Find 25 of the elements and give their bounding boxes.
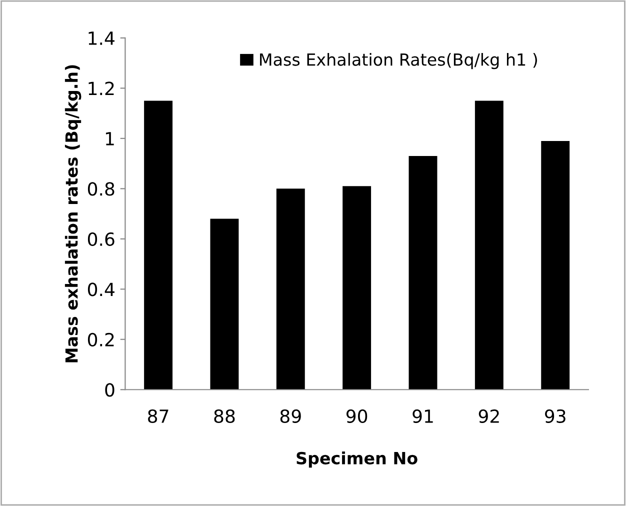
y-tick-label: 0.6 (88, 232, 114, 246)
bar (541, 140, 570, 390)
y-axis-title: Mass exhalation rates (Bq/kg.h) (64, 65, 82, 362)
legend-label: Mass Exhalation Rates(Bq/kg h1 ) (260, 52, 537, 70)
y-tick-label: 0 (105, 383, 114, 397)
y-tick-label: 1 (106, 132, 114, 146)
y-tick-label: 0.8 (88, 182, 114, 196)
x-tick-label: 92 (478, 409, 499, 424)
y-tick-label: 0.4 (88, 282, 114, 296)
bar (474, 100, 504, 390)
x-tick-label: 91 (412, 409, 433, 424)
x-tick-label: 90 (346, 409, 368, 424)
bar (276, 188, 305, 390)
x-tick-label: 93 (545, 409, 566, 424)
x-tick-label: 88 (214, 409, 235, 424)
y-tick-label: 0.2 (88, 332, 114, 346)
y-tick-label: 1.4 (88, 32, 114, 45)
x-axis-title: Specimen No (296, 452, 418, 468)
bar (408, 156, 438, 390)
y-tick-label: 1.2 (88, 82, 114, 96)
x-tick-label: 87 (148, 409, 168, 424)
bar (144, 100, 173, 390)
x-tick-label: 89 (280, 409, 301, 424)
bar (210, 218, 239, 390)
bar (342, 186, 372, 390)
